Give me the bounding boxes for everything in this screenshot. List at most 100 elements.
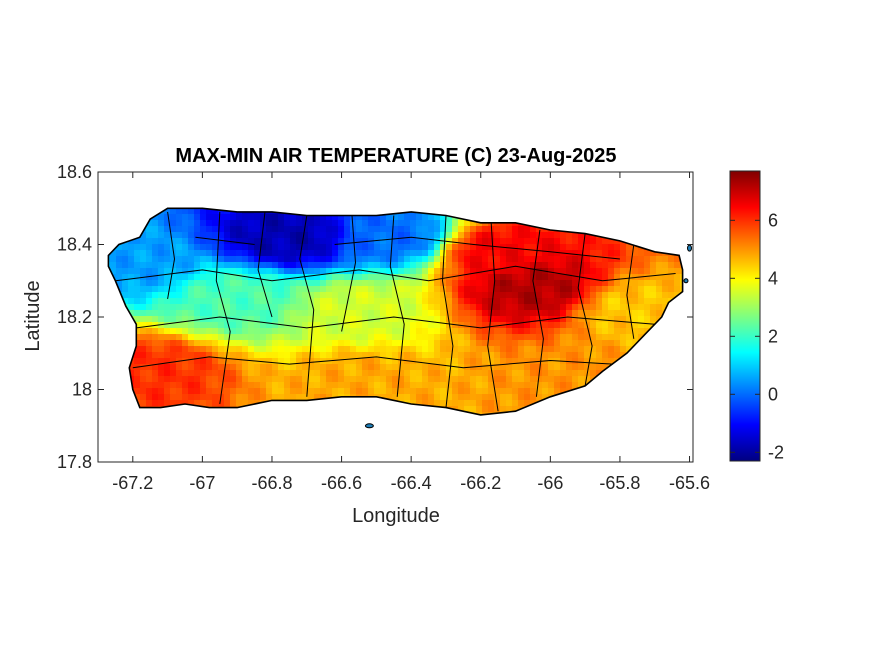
heatmap-cell	[566, 376, 573, 383]
heatmap-cell	[380, 340, 387, 347]
heatmap-cell	[236, 352, 243, 359]
heatmap-cell	[410, 298, 417, 305]
heatmap-cell	[482, 340, 489, 347]
heatmap-cell	[416, 352, 423, 359]
heatmap-cell	[224, 328, 231, 335]
heatmap-cell	[452, 262, 459, 269]
heatmap-cell	[524, 268, 531, 275]
heatmap-cell	[494, 352, 501, 359]
heatmap-cell	[212, 220, 219, 227]
heatmap-cell	[542, 298, 549, 305]
heatmap-cell	[230, 400, 237, 407]
heatmap-cell	[554, 334, 561, 341]
heatmap-cell	[668, 292, 675, 299]
heatmap-cell	[236, 340, 243, 347]
heatmap-cell	[188, 364, 195, 371]
heatmap-cell	[680, 280, 683, 287]
heatmap-cell	[500, 388, 507, 395]
heatmap-cell	[446, 298, 453, 305]
heatmap-cell	[158, 226, 165, 233]
heatmap-cell	[470, 340, 477, 347]
heatmap-cell	[524, 310, 531, 317]
heatmap-cell	[164, 388, 171, 395]
heatmap-cell	[176, 298, 183, 305]
heatmap-cell	[620, 286, 627, 293]
heatmap-cell	[350, 262, 357, 269]
heatmap-cell	[338, 250, 345, 257]
heatmap-cell	[152, 364, 159, 371]
heatmap-cell	[440, 214, 447, 221]
heatmap-cell	[404, 280, 411, 287]
heatmap-cell	[524, 274, 531, 281]
heatmap-cell	[410, 376, 417, 383]
heatmap-cell	[266, 346, 273, 353]
heatmap-cell	[410, 262, 417, 269]
heatmap-cell	[566, 292, 573, 299]
heatmap-cell	[278, 280, 285, 287]
heatmap-cell	[338, 292, 345, 299]
heatmap-cell	[584, 292, 591, 299]
heatmap-cell	[236, 274, 243, 281]
heatmap-cell	[146, 334, 153, 341]
heatmap-cell	[194, 286, 201, 293]
heatmap-cell	[560, 292, 567, 299]
heatmap-cell	[272, 316, 279, 323]
heatmap-cell	[194, 244, 201, 251]
heatmap-cell	[374, 304, 381, 311]
heatmap-cell	[218, 292, 225, 299]
heatmap-cell	[362, 232, 369, 239]
heatmap-cell	[428, 268, 435, 275]
heatmap-cell	[644, 316, 651, 323]
heatmap-cell	[380, 286, 387, 293]
heatmap-cell	[560, 238, 567, 245]
heatmap-cell	[266, 364, 273, 371]
heatmap-cell	[548, 334, 555, 341]
heatmap-cell	[452, 394, 459, 401]
heatmap-cell	[632, 310, 639, 317]
heatmap-cell	[236, 256, 243, 263]
heatmap-cell	[638, 286, 645, 293]
heatmap-cell	[416, 400, 423, 407]
heatmap-cell	[512, 310, 519, 317]
heatmap-cell	[422, 388, 429, 395]
heatmap-cell	[254, 274, 261, 281]
heatmap-cell	[338, 358, 345, 365]
heatmap-cell	[314, 226, 321, 233]
heatmap-cell	[326, 232, 333, 239]
heatmap-cell	[368, 322, 375, 329]
heatmap-cell	[530, 352, 537, 359]
heatmap-cell	[308, 352, 315, 359]
heatmap-cell	[194, 220, 201, 227]
heatmap-cell	[248, 262, 255, 269]
heatmap-cell	[296, 370, 303, 377]
heatmap-cell	[152, 244, 159, 251]
heatmap-cell	[530, 250, 537, 257]
heatmap-cell	[506, 400, 513, 407]
heatmap-cell	[278, 370, 285, 377]
x-tick-label: -67	[189, 473, 215, 493]
heatmap-cell	[128, 292, 135, 299]
heatmap-cell	[428, 322, 435, 329]
heatmap-cell	[254, 256, 261, 263]
heatmap-cell	[338, 256, 345, 263]
heatmap-cell	[224, 376, 231, 383]
heatmap-cell	[260, 292, 267, 299]
heatmap-cell	[398, 364, 405, 371]
heatmap-cell	[476, 322, 483, 329]
heatmap-cell	[284, 316, 291, 323]
heatmap-cell	[464, 400, 471, 407]
heatmap-cell	[380, 382, 387, 389]
heatmap-cell	[458, 232, 465, 239]
heatmap-cell	[302, 268, 309, 275]
heatmap-cell	[350, 220, 357, 227]
heatmap-cell	[428, 364, 435, 371]
heatmap-cell	[200, 352, 207, 359]
heatmap-cell	[242, 262, 249, 269]
heatmap-cell	[476, 292, 483, 299]
heatmap-cell	[374, 382, 381, 389]
heatmap-cell	[290, 334, 297, 341]
heatmap-cell	[584, 304, 591, 311]
heatmap-cell	[296, 232, 303, 239]
heatmap-cell	[332, 292, 339, 299]
heatmap-cell	[566, 328, 573, 335]
